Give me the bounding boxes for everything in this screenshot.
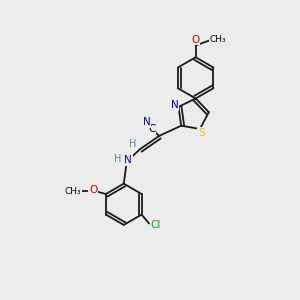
Text: CH₃: CH₃: [65, 187, 82, 196]
Text: S: S: [198, 128, 205, 137]
Text: H: H: [114, 154, 121, 164]
Text: H: H: [129, 139, 136, 149]
Text: N: N: [171, 100, 179, 110]
Text: O: O: [191, 34, 200, 45]
Text: N: N: [143, 117, 151, 127]
Text: O: O: [89, 185, 98, 195]
Text: Cl: Cl: [150, 220, 161, 230]
Text: CH₃: CH₃: [209, 35, 226, 44]
Text: C: C: [148, 124, 155, 134]
Text: N: N: [124, 155, 132, 165]
